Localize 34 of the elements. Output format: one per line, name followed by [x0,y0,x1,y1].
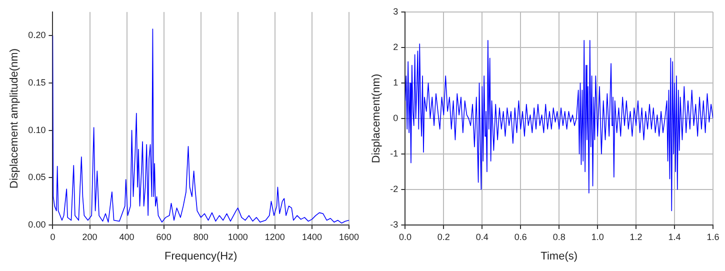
y-tick-label: 0.15 [28,77,46,88]
x-tick-label: 0.8 [552,232,566,242]
x-tick-label: 1.0 [591,232,604,242]
y-tick-label: 0.20 [28,30,46,40]
y-tick-label: 0 [393,112,398,123]
x-tick-label: 0.4 [476,232,488,242]
x-axis-title: Time(s) [540,250,578,262]
y-tick-label: 3 [393,6,398,16]
x-tick-label: 1.2 [630,232,642,242]
y-tick-label: 0.00 [28,219,46,230]
x-tick-label: 600 [156,232,172,242]
x-tick-label: 0.0 [398,232,412,242]
y-tick-label: 0.05 [28,172,46,182]
x-axis-title: Frequency(Hz) [164,250,238,262]
x-tick-label: 1.6 [706,232,720,242]
y-tick-label: 0.10 [28,124,46,135]
x-tick-label: 1.4 [668,232,681,242]
x-tick-label: 0 [50,232,56,242]
y-tick-label: -1 [390,148,398,158]
x-tick-label: 200 [82,232,98,242]
x-tick-label: 1000 [228,232,248,242]
y-tick-label: 2 [393,42,398,52]
x-tick-label: 800 [193,232,208,242]
x-tick-label: 1200 [264,232,285,242]
y-axis-title: Displacement(nm) [370,74,383,164]
y-tick-label: -2 [390,184,398,194]
x-tick-label: 1600 [338,232,360,242]
x-tick-label: 0.2 [437,232,450,242]
y-tick-label: 1 [393,77,398,88]
x-tick-label: 400 [119,232,134,242]
y-tick-label: -3 [390,219,398,230]
x-tick-label: 1400 [302,232,322,242]
x-tick-label: 0.6 [514,232,527,242]
y-axis-title: Displacement amplitude(nm) [8,48,21,188]
